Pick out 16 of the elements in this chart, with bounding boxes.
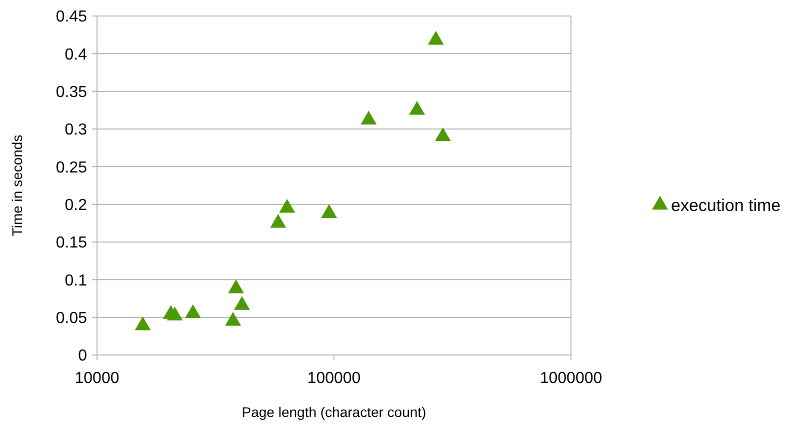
- y-tick-label: 0.1: [64, 272, 88, 290]
- y-tick-label: 0.35: [56, 84, 88, 101]
- y-tick-label: 0.45: [56, 8, 88, 26]
- y-axis-title: Time in seconds: [9, 134, 25, 236]
- x-tick-label: 100000: [307, 370, 361, 387]
- y-tick-label: 0.25: [56, 159, 88, 176]
- x-tick-label: 10000: [74, 370, 120, 387]
- y-tick-label: 0: [78, 348, 88, 365]
- y-tick-label: 0.05: [56, 310, 88, 327]
- y-tick-label: 0.4: [64, 46, 88, 64]
- y-tick-label: 0.3: [64, 122, 88, 139]
- legend-label: execution time: [671, 196, 781, 215]
- x-axis-title: Page length (character count): [242, 404, 426, 420]
- y-tick-label: 0.15: [56, 234, 88, 252]
- x-tick-label: 1000000: [540, 370, 602, 387]
- y-tick-label: 0.2: [64, 196, 88, 214]
